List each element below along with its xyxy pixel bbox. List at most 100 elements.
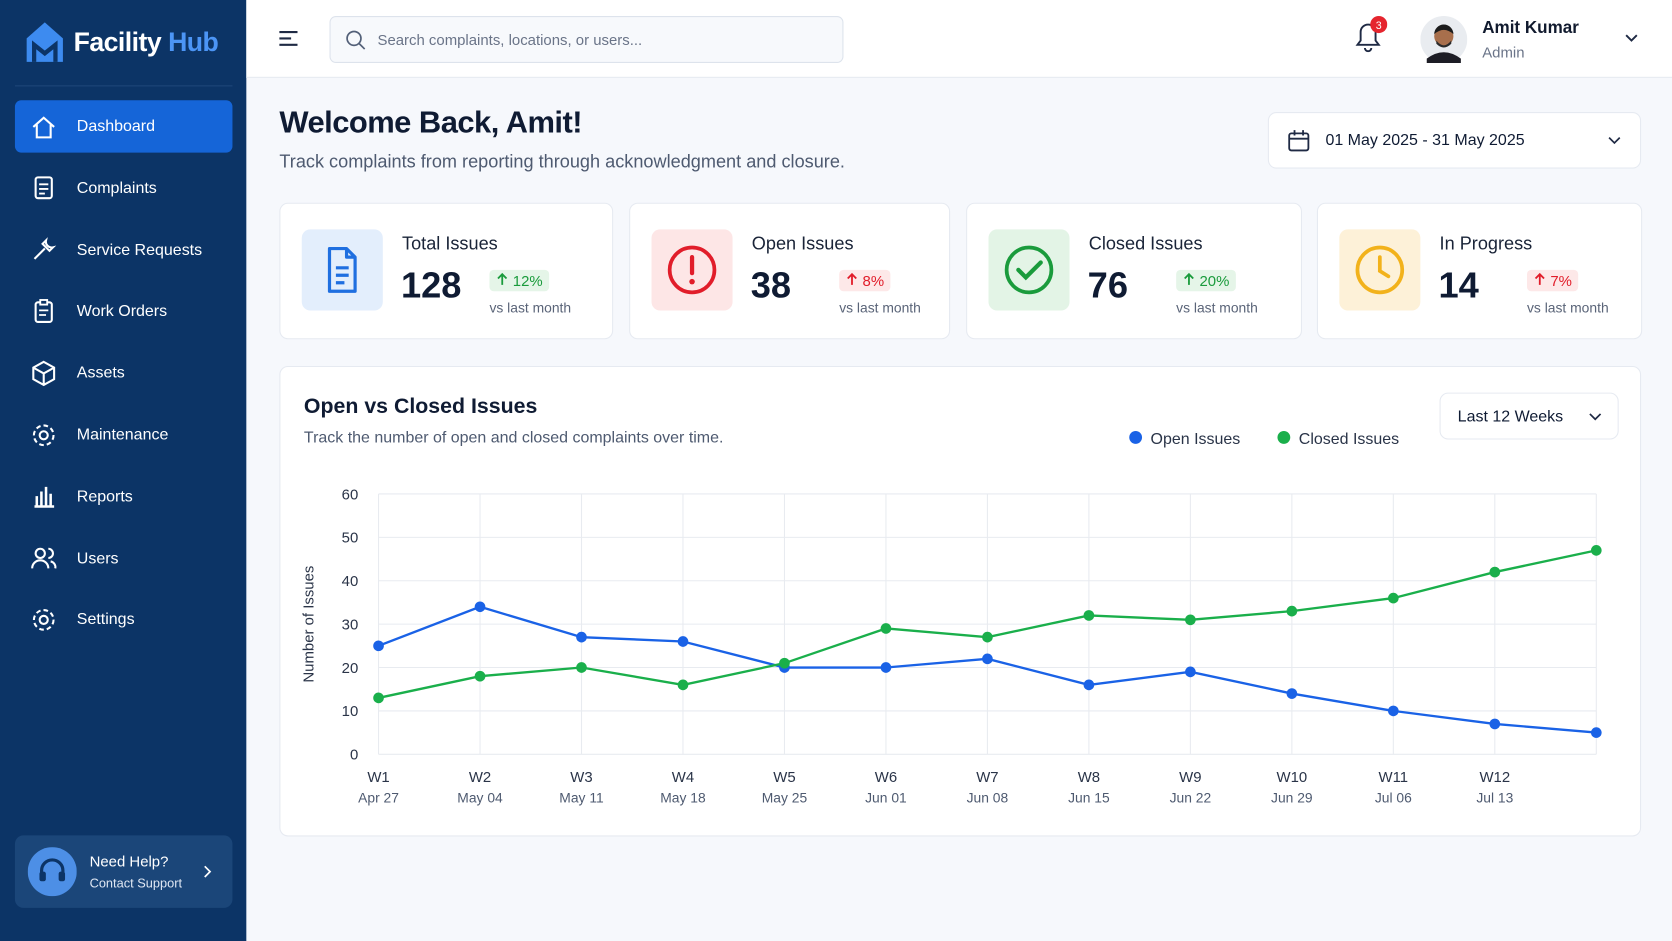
x-tick-date: May 04	[457, 789, 503, 805]
search-box[interactable]: Search complaints, locations, or users..…	[329, 16, 844, 63]
stat-note: vs last month	[1176, 299, 1258, 316]
data-point	[576, 662, 587, 673]
data-point	[474, 670, 486, 682]
search-placeholder: Search complaints, locations, or users..…	[377, 30, 643, 49]
stat-glyph	[1004, 245, 1054, 295]
up-arrow	[1184, 272, 1194, 285]
data-point	[1489, 718, 1501, 730]
date-chevron	[1608, 137, 1621, 145]
stat-glyph	[667, 245, 717, 295]
nav-item[interactable]: Work Orders	[15, 285, 233, 337]
up-arrow	[497, 272, 508, 285]
stat-card: In Progress 14 7% vs last month	[1316, 202, 1643, 340]
y-axis-label: Number of Issues	[301, 566, 318, 683]
nav-icon	[34, 176, 53, 200]
date-range: 01 May 2025 - 31 May 2025	[1325, 131, 1525, 150]
stat-card: Total Issues 128 12% vs last month	[279, 202, 614, 340]
nav-icon	[32, 115, 55, 138]
stat-value: 128	[400, 265, 462, 307]
x-tick-date: Jun 08	[967, 789, 1009, 805]
nav-icon	[31, 547, 57, 569]
nav-item[interactable]: Assets	[15, 347, 233, 399]
stat-card: Open Issues 38 8% vs last month	[629, 202, 951, 340]
menu-button[interactable]	[278, 30, 299, 47]
nav-icon	[33, 237, 57, 260]
x-tick-label: W2	[469, 769, 491, 786]
stat-card: Closed Issues 76 20% vs last month	[966, 202, 1302, 340]
data-point	[1083, 679, 1095, 691]
x-tick-label: W8	[1078, 769, 1100, 786]
calendar-icon	[1288, 130, 1310, 152]
user-name: Amit Kumar	[1482, 19, 1579, 38]
stat-value: 76	[1087, 265, 1128, 307]
data-point	[1185, 614, 1196, 626]
x-tick-label: W6	[875, 769, 897, 786]
help-subtitle: Contact Support	[89, 875, 183, 891]
data-point	[1286, 688, 1298, 699]
nav-label: Reports	[76, 487, 133, 506]
nav-icon	[32, 423, 55, 446]
x-tick-label: W11	[1379, 769, 1409, 786]
data-point	[1388, 705, 1399, 717]
stat-label: Closed Issues	[1088, 233, 1203, 254]
data-point	[880, 623, 892, 634]
nav-item[interactable]: Maintenance	[15, 409, 233, 461]
x-tick-label: W9	[1179, 769, 1201, 786]
x-tick-date: Jun 15	[1068, 789, 1110, 805]
nav-item[interactable]: Complaints	[15, 162, 233, 214]
nav-item[interactable]: Service Requests	[15, 224, 233, 276]
nav-label: Service Requests	[76, 240, 203, 259]
data-point	[1185, 666, 1196, 678]
nav-label: Maintenance	[76, 425, 169, 444]
data-point	[1083, 610, 1095, 621]
nav-item[interactable]: Reports	[15, 470, 233, 522]
nav-item[interactable]: Settings	[15, 594, 233, 646]
help-title: Need Help?	[89, 852, 169, 870]
x-tick-date: May 18	[660, 789, 706, 805]
legend-label: Closed Issues	[1299, 431, 1399, 448]
avatar[interactable]	[1420, 16, 1468, 63]
x-tick-date: Jun 01	[865, 789, 907, 805]
stat-note: vs last month	[839, 299, 921, 316]
stat-icon	[1339, 229, 1421, 311]
data-point	[373, 640, 384, 652]
x-tick-label: W10	[1277, 769, 1308, 786]
nav-icon	[34, 298, 53, 323]
up-arrow	[1534, 272, 1545, 285]
data-point	[779, 657, 790, 669]
chart-subtitle: Track the number of open and closed comp…	[304, 430, 724, 447]
search-icon	[346, 30, 366, 50]
range-selector[interactable]: Last 12 Weeks	[1439, 392, 1619, 440]
brand-first: Facility	[73, 27, 162, 58]
stat-change-text: 8%	[862, 272, 885, 290]
chart-title: Open vs Closed Issues	[304, 394, 537, 418]
chart: Open vs Closed Issues Track the number of…	[301, 394, 1602, 805]
x-tick-date: Jun 22	[1170, 789, 1212, 805]
user-menu-chevron[interactable]	[1624, 33, 1639, 44]
x-tick-label: W12	[1479, 769, 1510, 786]
data-point	[982, 653, 993, 665]
x-tick-date: Jun 29	[1271, 789, 1313, 805]
user-role: Admin	[1482, 43, 1525, 61]
x-tick-date: May 25	[762, 789, 808, 805]
nav-item[interactable]: Users	[15, 532, 233, 584]
brand-logo	[26, 22, 63, 62]
notification-bell[interactable]: 3	[1351, 15, 1388, 53]
welcome-subtitle: Track complaints from reporting through …	[279, 151, 845, 172]
stat-note: vs last month	[1526, 299, 1609, 316]
data-point	[1286, 605, 1298, 617]
stat-value: 38	[750, 265, 792, 307]
y-tick-label: 30	[342, 616, 359, 633]
stat-icon	[651, 229, 733, 311]
nav-item[interactable]: Dashboard	[14, 100, 233, 153]
stat-change: 12%	[489, 269, 550, 292]
date-picker[interactable]: 01 May 2025 - 31 May 2025	[1267, 112, 1642, 169]
data-point	[982, 631, 993, 643]
welcome-title: Welcome Back, Amit!	[279, 105, 583, 140]
brand-second: Hub	[168, 27, 219, 58]
data-point	[1388, 592, 1399, 604]
stat-change-text: 20%	[1199, 272, 1230, 290]
help-box[interactable]: Need Help? Contact Support	[14, 835, 233, 908]
x-tick-date: Jul 06	[1375, 789, 1412, 805]
